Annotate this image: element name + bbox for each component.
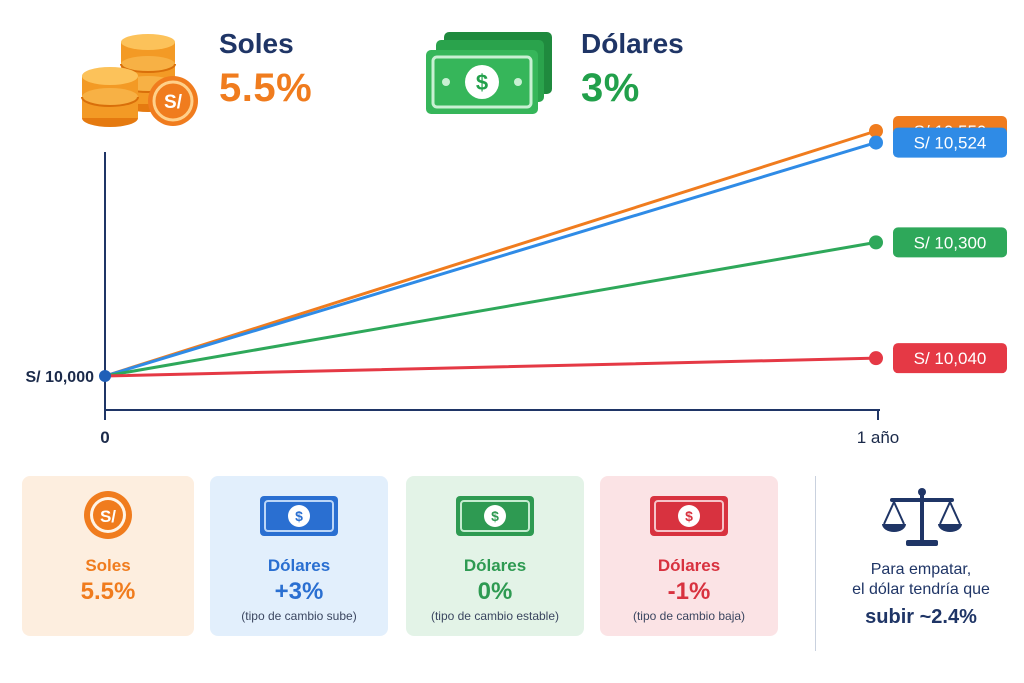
x-tick-label-0: 0 — [100, 428, 109, 447]
svg-text:S/: S/ — [164, 92, 183, 113]
dollar-bill-icon: $ — [650, 496, 728, 536]
divider — [815, 476, 816, 651]
coins-icon: S/ — [81, 34, 198, 127]
card-soles: S/ Soles 5.5% — [22, 476, 194, 636]
svg-text:$: $ — [685, 508, 693, 524]
cash-stack-icon: $ — [426, 32, 552, 114]
card-dolares-sube: $ Dólares +3% (tipo de cambio sube) — [210, 476, 388, 636]
summary-line-3: subir ~2.4% — [865, 606, 977, 628]
series-line-1 — [103, 141, 878, 378]
card-title: Dólares — [267, 556, 331, 575]
card-title: Dólares — [657, 556, 721, 575]
svg-text:S/: S/ — [100, 507, 116, 526]
series-end-label-box-3 — [893, 343, 1007, 374]
card-title: Dólares — [463, 556, 527, 575]
card-note: (tipo de cambio estable) — [430, 609, 560, 623]
series-end-label-3: S/ 10,040 — [914, 349, 987, 368]
series-end-label-2: S/ 10,300 — [914, 233, 987, 252]
soles-header-rate: 5.5% — [219, 66, 313, 110]
card-dolares-estable: $ Dólares 0% (tipo de cambio estable) — [406, 476, 584, 636]
card-note: (tipo de cambio baja) — [632, 609, 746, 623]
series-line-2 — [103, 240, 878, 378]
series-end-point-1 — [869, 135, 883, 150]
series-end-label-box-1 — [893, 127, 1007, 158]
card-title: Soles — [85, 556, 131, 575]
dolares-header-label: Dólares — [581, 28, 684, 59]
dolares-header-rate: 3% — [581, 66, 640, 110]
svg-text:$: $ — [476, 70, 488, 95]
svg-text:$: $ — [295, 508, 303, 524]
series-end-point-3 — [869, 351, 883, 366]
dollar-bill-icon: $ — [456, 496, 534, 536]
card-value: -1% — [667, 578, 711, 605]
series-end-point-0 — [869, 124, 883, 138]
card-note: (tipo de cambio sube) — [241, 609, 357, 623]
summary-line-1: Para empatar, — [870, 561, 972, 578]
start-point — [99, 370, 111, 382]
card-value: +3% — [274, 578, 324, 605]
card-value: 0% — [477, 578, 513, 605]
series-end-label-1: S/ 10,524 — [914, 134, 987, 153]
scale-icon — [882, 488, 962, 546]
card-dolares-baja: $ Dólares -1% (tipo de cambio baja) — [600, 476, 778, 636]
card-value: 5.5% — [80, 578, 136, 605]
breakeven-summary: Para empatar, el dólar tendría que subir… — [826, 560, 1016, 629]
series-end-point-2 — [869, 235, 883, 250]
series-line-0 — [103, 129, 878, 378]
soles-header-label: Soles — [219, 28, 294, 59]
series-end-label-box-2 — [893, 227, 1007, 258]
dollar-bill-icon: $ — [260, 496, 338, 536]
sol-coin-icon: S/ — [84, 491, 132, 539]
svg-text:$: $ — [491, 508, 499, 524]
series-line-3 — [103, 356, 878, 378]
summary-line-2: el dólar tendría que — [852, 581, 990, 598]
x-tick-label-1: 1 año — [857, 428, 900, 447]
y-start-label: S/ 10,000 — [26, 369, 95, 386]
